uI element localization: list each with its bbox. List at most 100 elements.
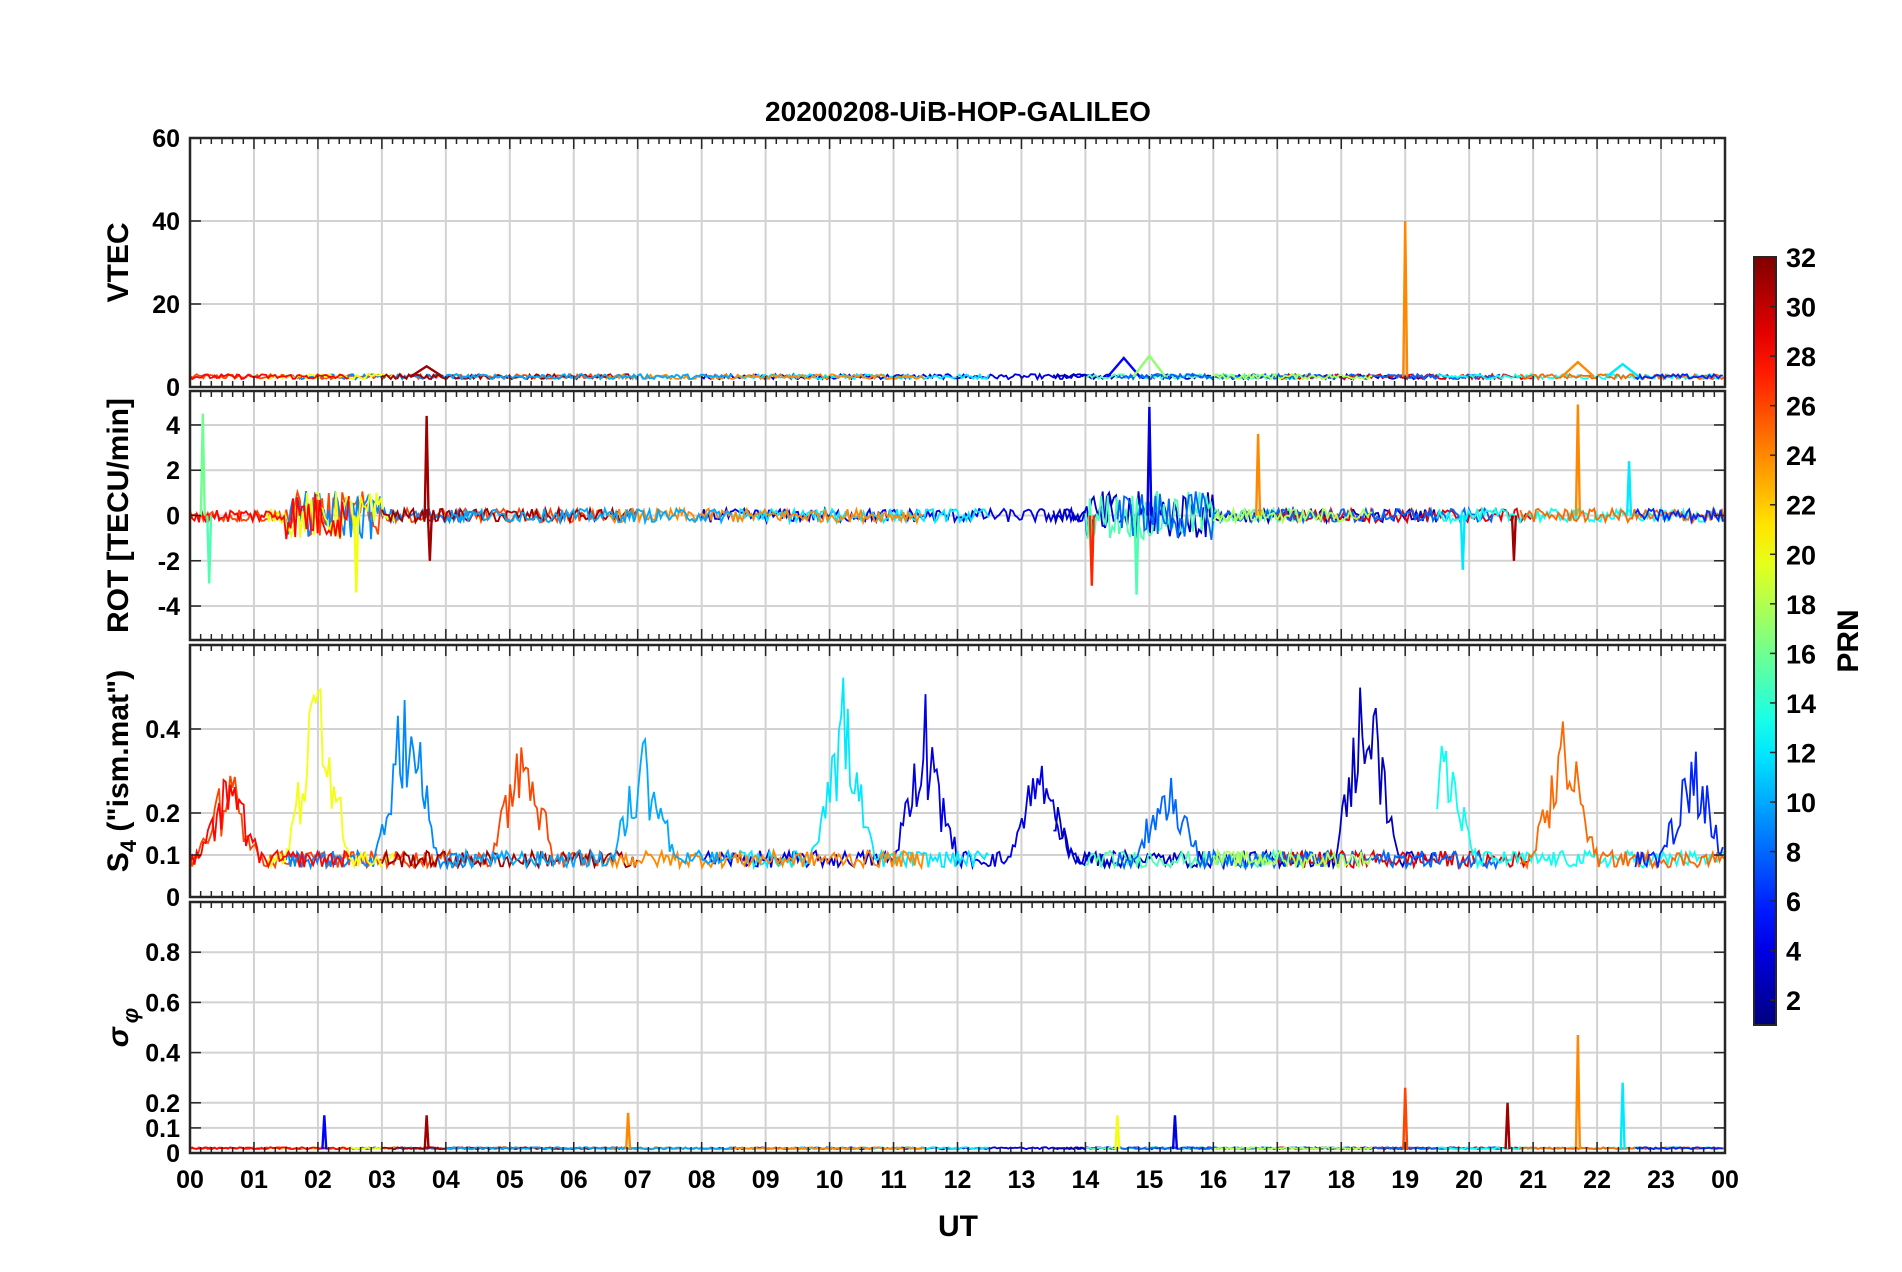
feature-prn-31 bbox=[423, 415, 430, 516]
x-tick-label: 21 bbox=[1519, 1166, 1547, 1194]
feature-prn-31 bbox=[423, 1115, 430, 1150]
colorbar-tick-label: 30 bbox=[1786, 293, 1816, 323]
panel-sigma-y-axis: 00.10.2 0.4 0.6 0.8 bbox=[145, 939, 1725, 1168]
trace-prn-10 bbox=[445, 372, 733, 381]
x-tick-label: 13 bbox=[1008, 1166, 1036, 1194]
trace-prn-8 bbox=[1116, 777, 1501, 871]
trace-prn-28 bbox=[189, 493, 350, 540]
colorbar-tick-label: 32 bbox=[1786, 243, 1816, 273]
colorbar-tick-label: 4 bbox=[1786, 937, 1801, 967]
trace-prn-6 bbox=[1634, 372, 1723, 381]
y-tick-label: 0 bbox=[166, 503, 180, 531]
colorbar-tick-label: 10 bbox=[1786, 788, 1816, 818]
panel-sigma: 00.10.2 0.4 0.6 0.8 σφ bbox=[102, 900, 1727, 1168]
x-tick-label: 07 bbox=[624, 1166, 652, 1194]
panel-vtec: 0 20 40 60 VTEC bbox=[102, 125, 1727, 402]
y-tick-label: 2 bbox=[166, 457, 180, 485]
y-tick-label: 0 bbox=[166, 374, 180, 402]
colorbar-tick-label: 24 bbox=[1786, 441, 1816, 471]
colorbar-tick-label: 14 bbox=[1786, 689, 1816, 719]
panel-s4-traces bbox=[189, 677, 1725, 871]
panel-s4-y-axis: 0 0.1 0.2 0.4 bbox=[145, 716, 1725, 912]
colorbar-tick-label: 16 bbox=[1786, 639, 1816, 669]
panel-vtec-grid bbox=[190, 138, 1725, 387]
panel-vtec-features bbox=[410, 220, 1640, 378]
x-tick-label: 16 bbox=[1199, 1166, 1227, 1194]
feature-prn-27 bbox=[1088, 515, 1095, 586]
y-tick-label: -4 bbox=[158, 593, 180, 621]
y-tick-label: 0.1 bbox=[145, 842, 180, 870]
panel-rot-minor-ticks bbox=[189, 391, 1726, 640]
trace-prn-18 bbox=[1212, 506, 1373, 526]
feature-prn-12 bbox=[1459, 515, 1466, 570]
trace-prn-26 bbox=[189, 747, 605, 870]
trace-prn-18 bbox=[1212, 847, 1374, 871]
x-tick-label: 00 bbox=[1711, 1166, 1739, 1194]
x-tick-label: 08 bbox=[688, 1166, 716, 1194]
x-tick-label: 06 bbox=[560, 1166, 588, 1194]
colorbar-tick-label: 12 bbox=[1786, 738, 1816, 768]
feature-prn-24 bbox=[1254, 433, 1262, 516]
feature-prn-12 bbox=[1619, 1082, 1626, 1150]
x-tick-label: 23 bbox=[1647, 1166, 1675, 1194]
trace-prn-18 bbox=[1212, 372, 1373, 381]
feature-prn-31 bbox=[426, 515, 433, 561]
trace-prn-24 bbox=[604, 847, 925, 871]
panel-sigma-features bbox=[321, 1035, 1626, 1150]
colorbar-tick-label: 18 bbox=[1786, 590, 1816, 620]
chart-title: 20200208-UiB-HOP-GALILEO bbox=[765, 96, 1151, 127]
y-tick-label: 0.2 bbox=[145, 1090, 180, 1118]
x-tick-label: 18 bbox=[1327, 1166, 1355, 1194]
y-tick-label: 0.6 bbox=[145, 989, 180, 1017]
panel-vtec-y-label: VTEC bbox=[102, 222, 135, 302]
feature-prn-26 bbox=[1402, 1087, 1409, 1150]
feature-prn-24 bbox=[1574, 1035, 1582, 1150]
panel-sigma-grid bbox=[190, 902, 1725, 1153]
colorbar-tick-label: 2 bbox=[1786, 986, 1801, 1016]
trace-prn-13 bbox=[1436, 745, 1725, 870]
trace-prn-10 bbox=[444, 736, 734, 870]
trace-prn-28 bbox=[189, 373, 350, 381]
feature-prn-20 bbox=[353, 515, 360, 593]
colorbar-tick-label: 26 bbox=[1786, 392, 1816, 422]
y-tick-label: 0 bbox=[166, 1140, 180, 1168]
y-tick-label: 40 bbox=[152, 208, 180, 236]
feature-prn-17 bbox=[1132, 353, 1167, 378]
x-tick-label: 11 bbox=[880, 1166, 907, 1194]
feature-prn-5 bbox=[321, 1115, 328, 1150]
x-tick-label: 20 bbox=[1455, 1166, 1483, 1194]
panel-vtec-y-axis: 0 20 40 60 bbox=[152, 125, 1725, 402]
panel-s4: 0 0.1 0.2 0.4S4 ("ism.mat") bbox=[102, 643, 1727, 912]
feature-prn-4 bbox=[1146, 406, 1153, 516]
panel-s4-minor-ticks bbox=[189, 645, 1726, 897]
y-tick-label: 0.4 bbox=[145, 1040, 180, 1068]
y-tick-label: 20 bbox=[152, 291, 180, 319]
trace-prn-28 bbox=[189, 778, 350, 869]
trace-prn-12 bbox=[732, 506, 990, 526]
x-tick-label: 03 bbox=[368, 1166, 396, 1194]
y-tick-label: 0.4 bbox=[145, 716, 180, 744]
y-tick-label: 0 bbox=[166, 884, 180, 912]
feature-prn-15 bbox=[206, 515, 213, 584]
x-tick-label: 22 bbox=[1583, 1166, 1611, 1194]
trace-prn-4 bbox=[701, 694, 1117, 871]
y-tick-label: 60 bbox=[152, 125, 180, 153]
colorbar-label: PRN bbox=[1832, 609, 1865, 672]
y-tick-label: 4 bbox=[166, 412, 180, 440]
colorbar-tick-label: 28 bbox=[1786, 342, 1816, 372]
panel-sigma-y-label: σφ bbox=[102, 1008, 143, 1047]
panel-vtec-minor-ticks bbox=[189, 138, 1726, 387]
colorbar-tick-label: 22 bbox=[1786, 491, 1816, 521]
trace-prn-18 bbox=[1213, 1146, 1373, 1151]
feature-prn-24 bbox=[1574, 404, 1582, 516]
trace-prn-10 bbox=[445, 1146, 733, 1151]
feature-prn-16 bbox=[199, 413, 206, 516]
colorbar-tick-label: 20 bbox=[1786, 540, 1816, 570]
feature-prn-24 bbox=[624, 1112, 632, 1150]
feature-prn-31 bbox=[410, 364, 444, 378]
feature-prn-20 bbox=[1114, 1115, 1121, 1150]
y-tick-label: -2 bbox=[158, 548, 180, 576]
trace-prn-8 bbox=[1116, 491, 1501, 540]
x-axis: 00 01 02 03 04 05 06 07 08 09 10 11 12 13 14 15 16 17 18 19… bbox=[176, 1166, 1739, 1194]
